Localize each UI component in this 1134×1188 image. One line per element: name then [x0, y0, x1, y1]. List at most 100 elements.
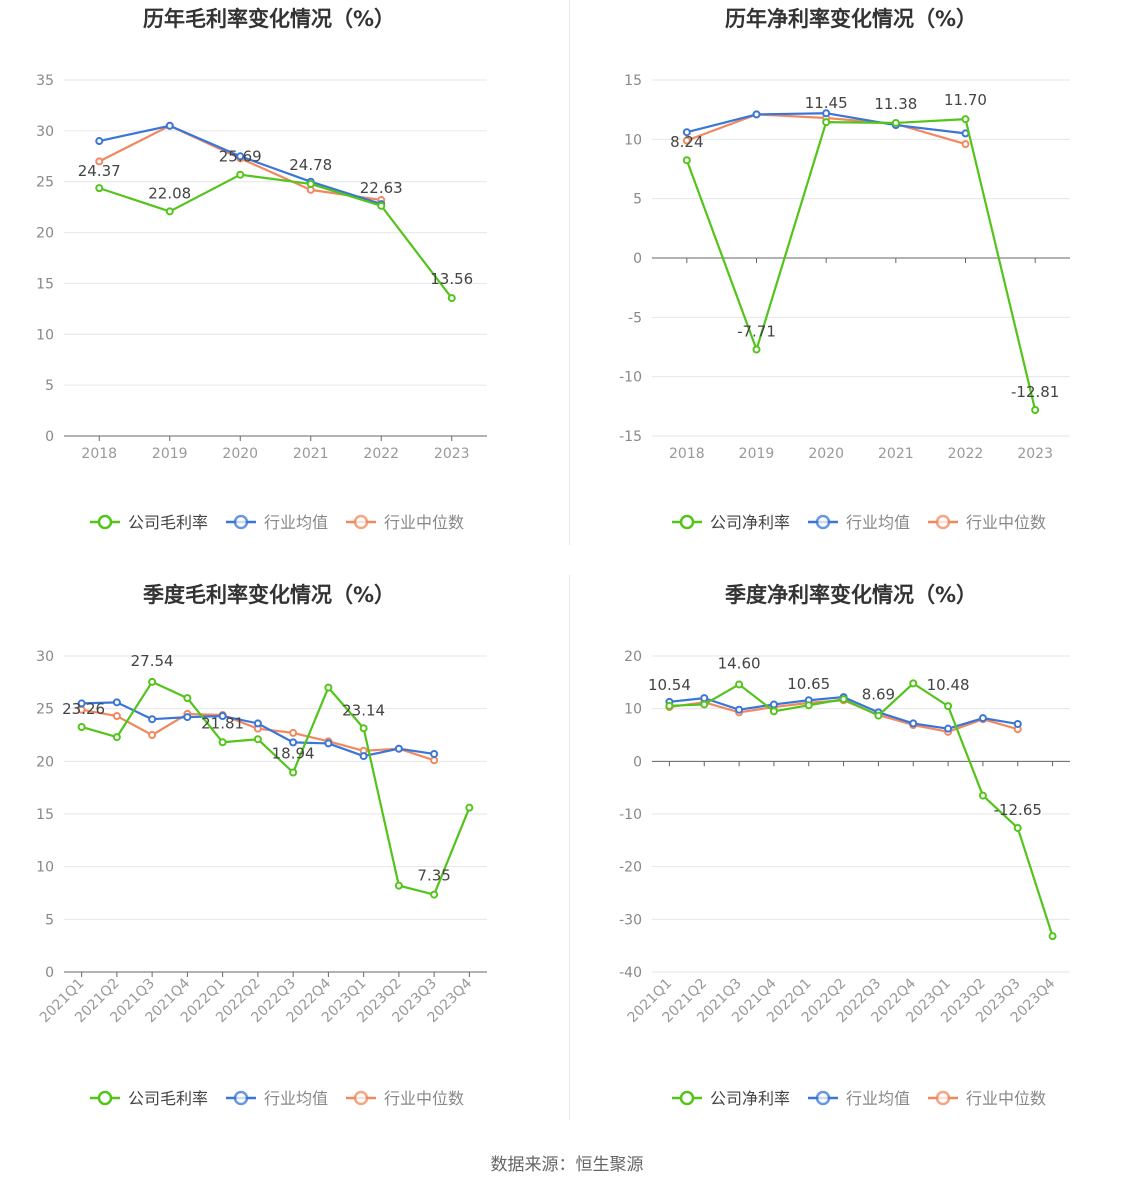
data-point-industry_avg — [112, 698, 121, 707]
data-point-industry_median — [430, 756, 439, 765]
data-point-company — [183, 694, 192, 703]
data-point-industry_avg — [289, 738, 298, 747]
data-point-industry_avg — [165, 121, 174, 130]
vertical-divider — [569, 575, 570, 1120]
legend-item-company: 公司毛利率 — [90, 1089, 208, 1108]
data-point-company — [944, 702, 953, 711]
legend-item-industry_median: 行业中位数 — [346, 513, 464, 532]
x-tick-label: 2018 — [669, 446, 705, 462]
data-label: 11.70 — [944, 91, 987, 109]
data-point-company — [218, 738, 227, 747]
data-point-industry_avg — [236, 152, 245, 161]
data-label: 14.60 — [718, 654, 761, 672]
data-point-industry_avg — [822, 109, 831, 118]
data-point-company — [665, 701, 674, 710]
circle-line-icon — [233, 1090, 249, 1106]
x-tick-label: 2020 — [222, 446, 258, 462]
series-line-company — [685, 118, 1037, 411]
x-tick-label: 2023 — [1017, 446, 1053, 462]
circle-line-icon — [679, 514, 695, 530]
y-tick-label: 10 — [624, 132, 642, 148]
circle-line-icon — [353, 514, 369, 530]
circle-line-icon — [233, 514, 249, 530]
data-point-company — [700, 700, 709, 709]
legend-label: 公司毛利率 — [128, 1089, 208, 1108]
data-point-company — [165, 207, 174, 216]
y-tick-label: -20 — [619, 860, 642, 876]
data-label: -12.81 — [1011, 383, 1059, 401]
legend-label: 行业均值 — [264, 1089, 328, 1108]
data-point-company — [769, 707, 778, 716]
data-point-company — [289, 768, 298, 777]
data-point-industry_avg — [95, 137, 104, 146]
legend-label: 行业均值 — [264, 513, 328, 532]
y-tick-label: 15 — [36, 276, 54, 292]
chart-title: 历年净利率变化情况（%） — [725, 7, 977, 31]
data-point-company — [306, 179, 315, 188]
chart-annual-net: 历年净利率变化情况（%） -15 -10 -5 0 5 10 15 2018 2019 2020 20… — [619, 7, 1070, 532]
y-tick-label: 20 — [624, 649, 642, 665]
y-tick-label: 5 — [45, 378, 54, 394]
y-tick-label: 0 — [45, 965, 54, 981]
legend-label: 公司净利率 — [710, 1089, 790, 1108]
y-tick-label: 0 — [633, 754, 642, 770]
data-source-note: 数据来源：恒生聚源 — [490, 1155, 644, 1175]
y-tick-label: 25 — [36, 175, 54, 191]
data-point-company — [961, 115, 970, 124]
x-tick-label: 2019 — [152, 446, 188, 462]
data-label: 18.94 — [272, 744, 315, 762]
y-tick-label: 30 — [36, 649, 54, 665]
y-tick-label: -15 — [619, 429, 642, 445]
data-label: 8.69 — [862, 686, 895, 704]
data-point-industry_median — [112, 712, 121, 721]
data-label: 10.48 — [927, 676, 970, 694]
y-tick-label: 30 — [36, 124, 54, 140]
data-label: 24.78 — [289, 156, 332, 174]
x-tick-label: 2022 — [948, 446, 984, 462]
data-label: 23.14 — [342, 701, 385, 719]
data-point-company — [752, 345, 761, 354]
legend-item-company: 公司净利率 — [672, 1089, 790, 1108]
data-label: -12.65 — [994, 801, 1042, 819]
data-label: 11.38 — [874, 95, 917, 113]
data-point-company — [682, 156, 691, 165]
legend-item-industry_avg: 行业均值 — [226, 513, 328, 532]
data-point-company — [95, 184, 104, 193]
chart-title: 季度毛利率变化情况（%） — [143, 583, 395, 607]
data-label: 10.65 — [787, 675, 830, 693]
y-tick-label: 0 — [633, 251, 642, 267]
data-point-industry_median — [289, 728, 298, 737]
legend-label: 行业均值 — [846, 513, 910, 532]
legend-label: 行业中位数 — [966, 513, 1046, 532]
data-point-company — [377, 201, 386, 210]
legend-item-company: 公司净利率 — [672, 513, 790, 532]
data-point-company — [1013, 823, 1022, 832]
x-tick-label: 2019 — [739, 446, 775, 462]
data-point-industry_median — [961, 140, 970, 149]
x-tick-label: 2020 — [808, 446, 844, 462]
data-point-industry_avg — [183, 713, 192, 722]
x-tick-label: 2023 — [434, 446, 470, 462]
y-tick-label: -10 — [619, 370, 642, 386]
y-tick-label: 10 — [36, 327, 54, 343]
series-line-company — [98, 173, 453, 299]
data-point-company — [891, 118, 900, 127]
y-tick-label: -5 — [628, 310, 642, 326]
chart-quarterly-gross: 季度毛利率变化情况（%）0510152025302021Q12021Q22021… — [36, 583, 487, 1108]
data-point-industry_avg — [148, 715, 157, 724]
data-point-industry_avg — [218, 712, 227, 721]
data-point-industry_avg — [430, 749, 439, 758]
x-tick-label: 2022 — [363, 446, 399, 462]
data-point-industry_avg — [769, 700, 778, 709]
data-point-industry_avg — [944, 724, 953, 733]
data-point-industry_avg — [978, 714, 987, 723]
y-tick-label: 10 — [624, 702, 642, 718]
data-label: 13.56 — [430, 270, 473, 288]
data-point-industry_avg — [735, 705, 744, 714]
data-point-industry_avg — [909, 719, 918, 728]
legend-label: 行业中位数 — [966, 1089, 1046, 1108]
circle-line-icon — [97, 514, 113, 530]
data-point-company — [324, 683, 333, 692]
circle-line-icon — [935, 514, 951, 530]
